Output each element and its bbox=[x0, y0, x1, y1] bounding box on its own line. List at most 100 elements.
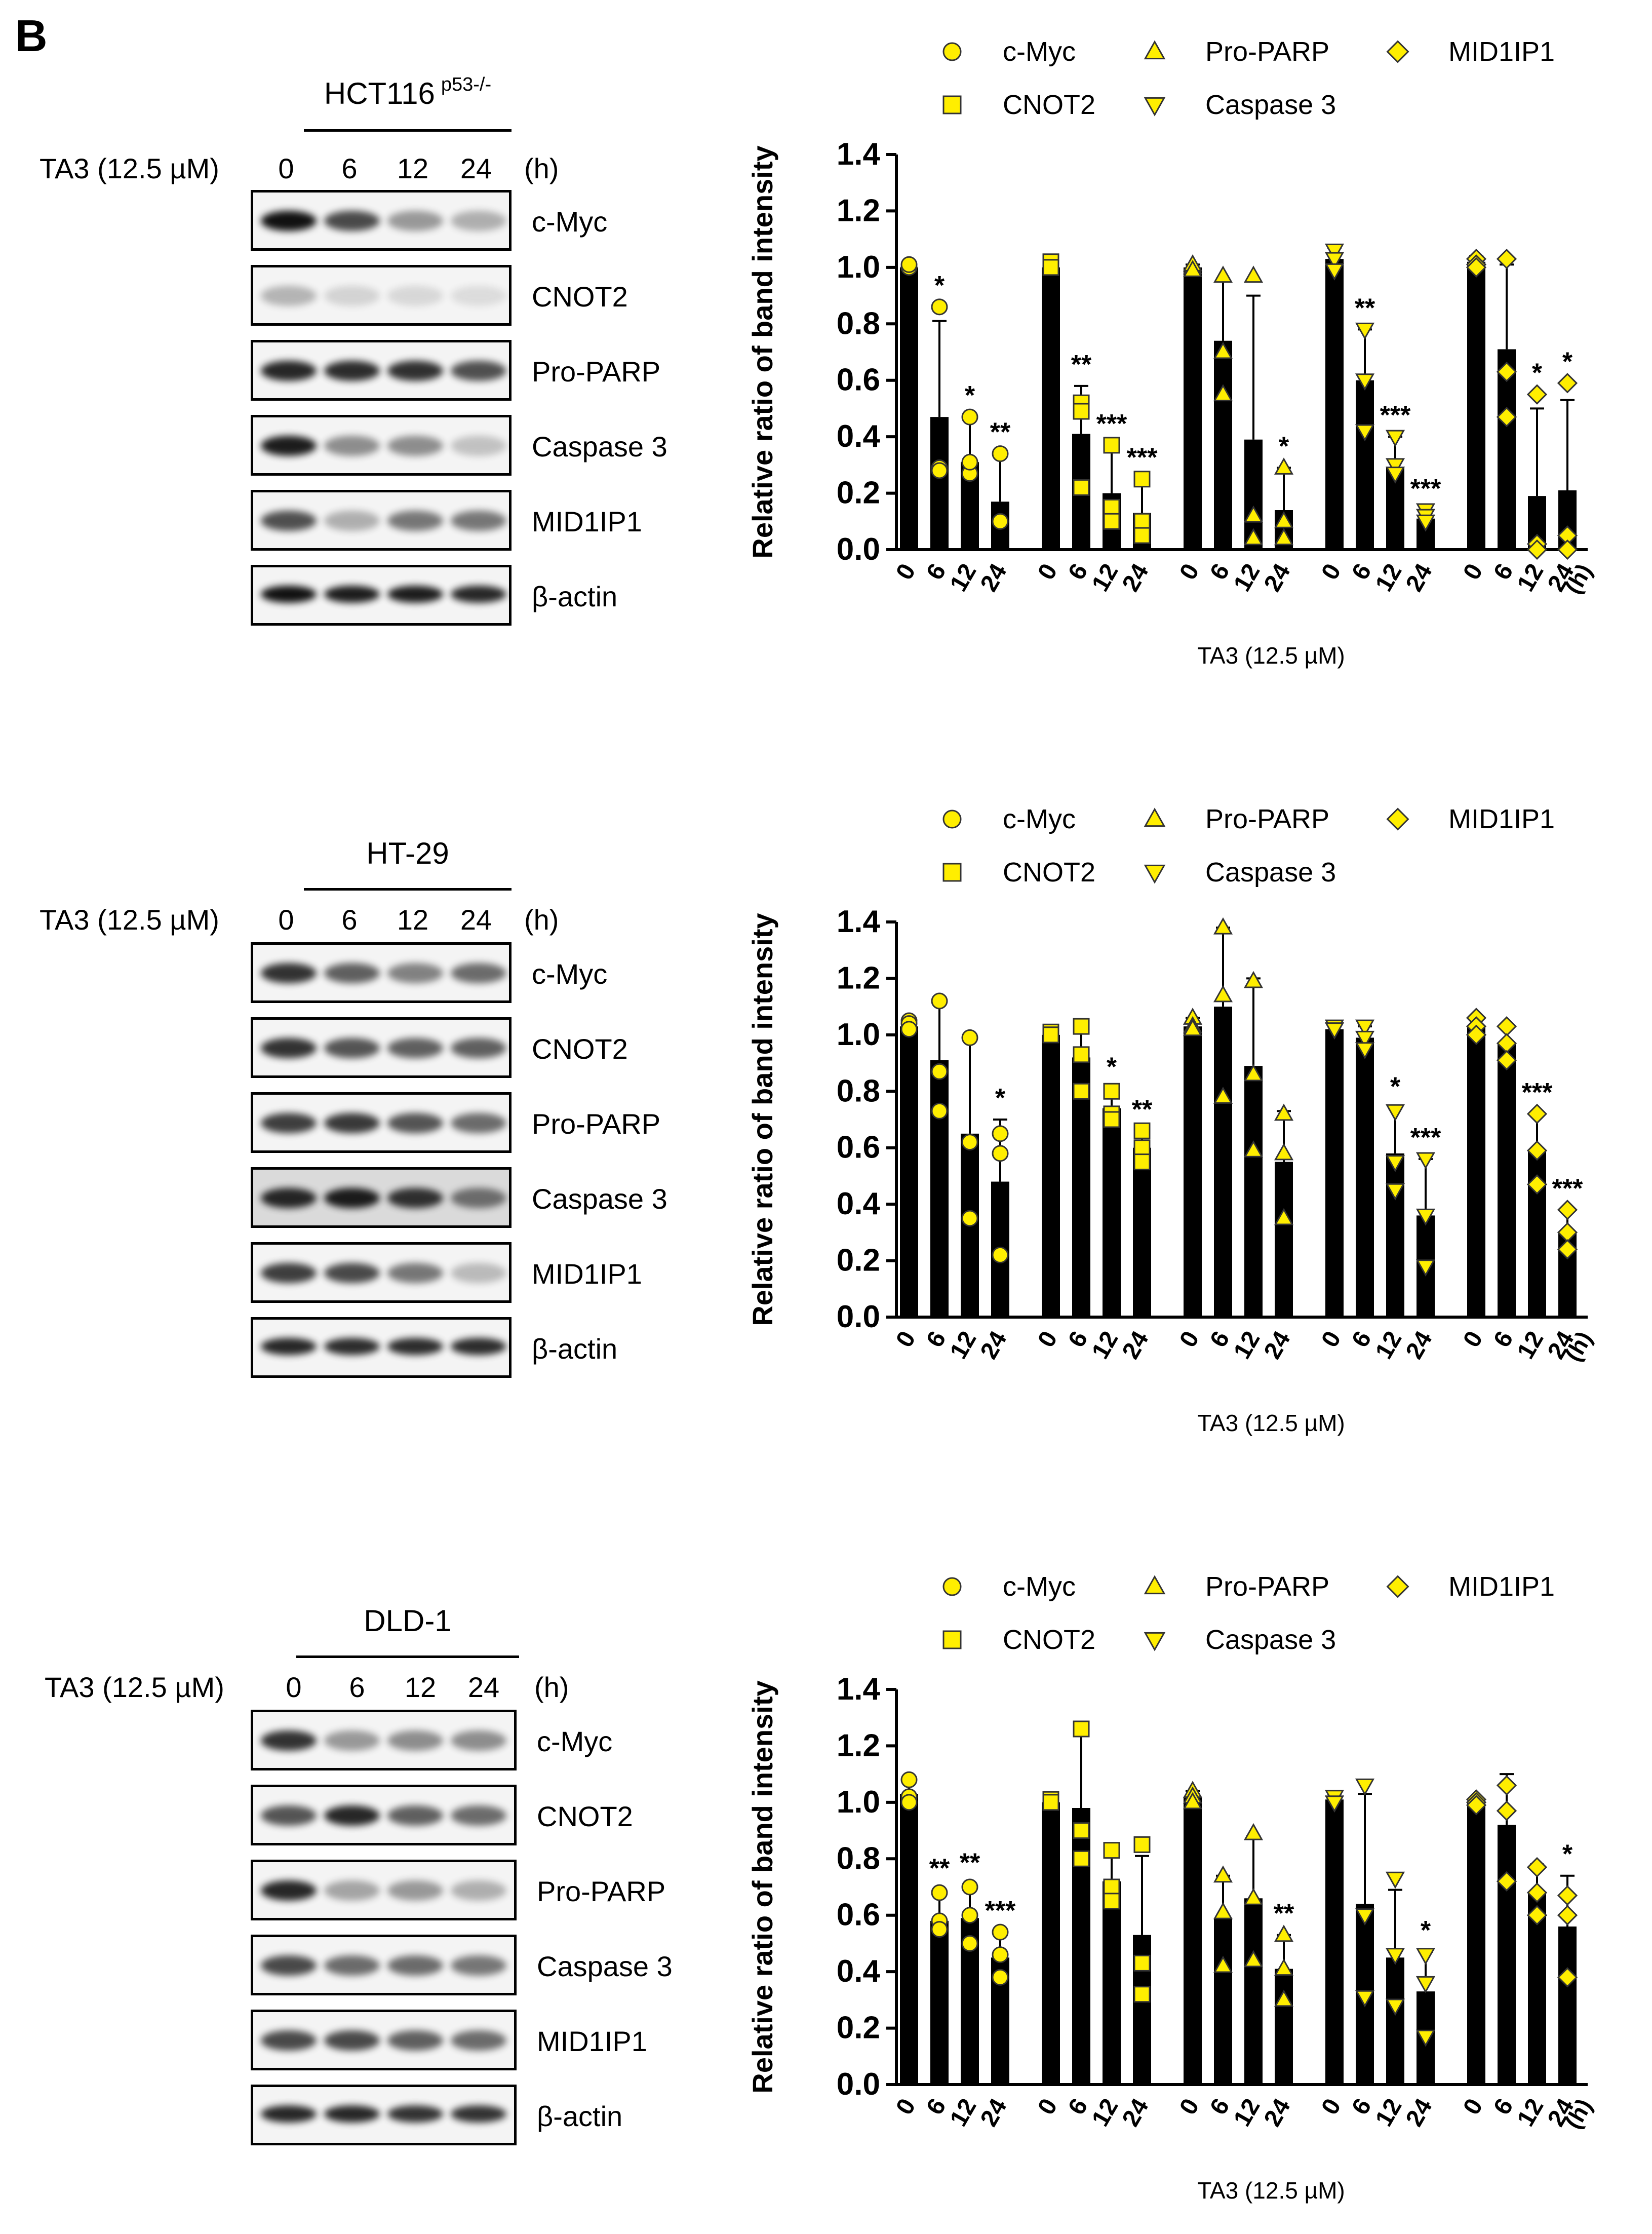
x-tick-label: 12 bbox=[945, 2094, 982, 2131]
y-tick-label: 1.4 bbox=[837, 1672, 881, 1707]
protein-band bbox=[387, 1730, 443, 1751]
significance-label: ** bbox=[1274, 1899, 1294, 1929]
x-tick-label: 24 bbox=[1117, 2094, 1154, 2131]
protein-band bbox=[387, 211, 443, 231]
data-point-diamond bbox=[1466, 1024, 1487, 1045]
significance-label: ** bbox=[960, 1848, 980, 1877]
data-point-triangle-up bbox=[1243, 1950, 1264, 1968]
data-point-triangle-up bbox=[1213, 985, 1233, 1003]
protein-band bbox=[387, 1805, 443, 1826]
protein-band bbox=[451, 361, 506, 381]
significance-label: *** bbox=[1380, 401, 1411, 430]
protein-band bbox=[261, 1880, 317, 1901]
data-point-circle bbox=[961, 1907, 978, 1924]
protein-band bbox=[451, 1113, 506, 1133]
data-point-triangle-down bbox=[1415, 1976, 1436, 1993]
bar-cnot2-12h bbox=[1103, 1881, 1121, 2085]
protein-band bbox=[324, 1730, 380, 1751]
data-point-triangle-down bbox=[1324, 1022, 1345, 1040]
data-point-circle bbox=[992, 1246, 1009, 1263]
data-point-diamond bbox=[1466, 1795, 1487, 1816]
x-tick-label: 12 bbox=[1087, 2094, 1124, 2131]
data-point-triangle-up bbox=[1183, 260, 1203, 277]
protein-label: c-Myc bbox=[532, 206, 608, 238]
legend-label: Pro-PARP bbox=[1205, 804, 1329, 834]
protein-band bbox=[387, 286, 443, 306]
data-point-diamond bbox=[1526, 384, 1548, 405]
y-tick-label: 0.0 bbox=[837, 1299, 880, 1334]
protein-band bbox=[324, 286, 380, 306]
bar-mid1ip1-0h bbox=[1467, 261, 1485, 550]
protein-band bbox=[324, 1880, 380, 1901]
bar-pro-parp-0h bbox=[1184, 1026, 1202, 1317]
bar-caspase-3-0h bbox=[1325, 1029, 1344, 1317]
data-point-diamond bbox=[1526, 1103, 1548, 1124]
legend-label: CNOT2 bbox=[1003, 857, 1095, 888]
time-point-label: 12 bbox=[404, 1671, 437, 1703]
legend-marker-triangle-down bbox=[1144, 97, 1166, 117]
data-point-square bbox=[1073, 1083, 1090, 1100]
cell-line-name: HT-29 bbox=[366, 836, 449, 870]
data-point-circle bbox=[900, 1021, 918, 1038]
blot-strip bbox=[251, 1785, 517, 1845]
bar-cnot2-6h bbox=[1072, 1057, 1090, 1317]
legend-label: Caspase 3 bbox=[1205, 90, 1336, 120]
bar-c-myc-0h bbox=[900, 1794, 918, 2085]
data-point-circle bbox=[992, 1946, 1009, 1963]
bar-caspase-3-12h bbox=[1386, 1153, 1404, 1317]
data-point-diamond bbox=[1557, 1967, 1578, 1988]
y-tick-label: 1.2 bbox=[837, 1728, 880, 1763]
y-tick-label: 1.0 bbox=[837, 1017, 880, 1052]
protein-band bbox=[451, 1880, 506, 1901]
protein-band bbox=[261, 361, 317, 381]
legend-marker-diamond bbox=[1386, 1575, 1409, 1598]
data-point-triangle-down bbox=[1385, 458, 1405, 476]
data-point-diamond bbox=[1526, 539, 1548, 560]
time-point-label: 0 bbox=[278, 152, 294, 184]
data-point-square bbox=[1103, 1878, 1120, 1896]
bar-mid1ip1-24h bbox=[1558, 1927, 1577, 2085]
data-point-triangle-down bbox=[1415, 1152, 1436, 1170]
protein-label: β-actin bbox=[532, 1333, 618, 1365]
panel-letter: B bbox=[15, 11, 48, 61]
data-point-triangle-down bbox=[1385, 1948, 1405, 1966]
data-point-square bbox=[1073, 1046, 1090, 1063]
data-point-triangle-up bbox=[1213, 265, 1233, 283]
data-point-diamond bbox=[1496, 1775, 1517, 1796]
protein-band bbox=[261, 1805, 317, 1826]
data-point-diamond bbox=[1466, 257, 1487, 278]
data-point-circle bbox=[992, 1145, 1009, 1162]
bar-caspase-3-12h bbox=[1386, 1957, 1404, 2085]
cell-line-underline bbox=[304, 129, 512, 132]
data-point-circle bbox=[961, 1134, 978, 1151]
data-point-triangle-up bbox=[1243, 505, 1264, 523]
data-point-triangle-up bbox=[1274, 511, 1294, 528]
blot-strip bbox=[251, 565, 512, 626]
cell-line-title: DLD-1 bbox=[294, 1603, 522, 1638]
legend-label: CNOT2 bbox=[1003, 1625, 1095, 1655]
protein-band bbox=[261, 1263, 317, 1283]
legend-label: Caspase 3 bbox=[1205, 857, 1336, 888]
x-tick-label: 0 bbox=[891, 2094, 921, 2120]
data-point-triangle-down bbox=[1355, 1042, 1375, 1060]
data-point-triangle-down bbox=[1355, 1908, 1375, 1926]
legend-label: Caspase 3 bbox=[1205, 1625, 1336, 1655]
legend-marker-diamond bbox=[1386, 40, 1409, 63]
protein-band bbox=[324, 211, 380, 231]
significance-label: *** bbox=[985, 1896, 1016, 1925]
data-point-triangle-down bbox=[1355, 373, 1375, 391]
legend-label: Pro-PARP bbox=[1205, 36, 1329, 67]
significance-label: ** bbox=[990, 418, 1011, 447]
blot-strip bbox=[251, 942, 512, 1003]
data-point-diamond bbox=[1557, 1885, 1578, 1906]
protein-band bbox=[324, 1038, 380, 1058]
data-point-diamond bbox=[1496, 361, 1517, 382]
data-point-circle bbox=[992, 1125, 1009, 1142]
data-point-circle bbox=[931, 462, 948, 479]
data-point-triangle-up bbox=[1213, 384, 1233, 402]
data-point-circle bbox=[961, 1935, 978, 1952]
data-point-circle bbox=[931, 1063, 948, 1080]
y-tick-label: 0.8 bbox=[837, 306, 880, 341]
data-point-diamond bbox=[1496, 1050, 1517, 1071]
significance-label: * bbox=[1279, 432, 1289, 461]
